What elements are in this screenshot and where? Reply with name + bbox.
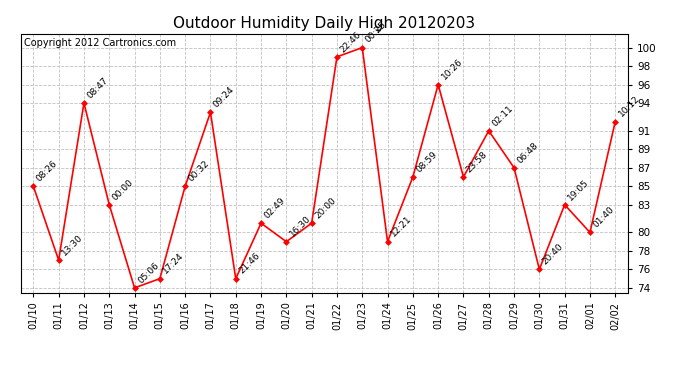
- Text: 20:00: 20:00: [313, 196, 337, 220]
- Text: 08:47: 08:47: [86, 76, 110, 100]
- Text: 10:26: 10:26: [440, 57, 464, 82]
- Text: 05:06: 05:06: [136, 261, 161, 285]
- Text: 09:24: 09:24: [212, 85, 236, 109]
- Text: Copyright 2012 Cartronics.com: Copyright 2012 Cartronics.com: [23, 38, 176, 48]
- Text: 10:12: 10:12: [617, 94, 641, 119]
- Title: Outdoor Humidity Daily High 20120203: Outdoor Humidity Daily High 20120203: [173, 16, 475, 31]
- Text: 17:24: 17:24: [161, 251, 186, 276]
- Text: 22:46: 22:46: [338, 30, 363, 54]
- Text: 02:49: 02:49: [262, 196, 287, 220]
- Text: 00:00: 00:00: [110, 177, 135, 202]
- Text: 23:58: 23:58: [465, 150, 489, 174]
- Text: 12:21: 12:21: [389, 214, 413, 239]
- Text: 20:40: 20:40: [541, 242, 565, 267]
- Text: 01:40: 01:40: [591, 205, 616, 230]
- Text: 02:11: 02:11: [490, 104, 515, 128]
- Text: 21:46: 21:46: [237, 251, 262, 276]
- Text: 13:30: 13:30: [60, 233, 85, 257]
- Text: 00:25: 00:25: [364, 20, 388, 45]
- Text: 19:05: 19:05: [566, 177, 591, 202]
- Text: 08:26: 08:26: [34, 159, 59, 183]
- Text: 00:32: 00:32: [186, 159, 211, 183]
- Text: 06:48: 06:48: [515, 140, 540, 165]
- Text: 08:59: 08:59: [414, 150, 439, 174]
- Text: 16:30: 16:30: [288, 214, 313, 239]
